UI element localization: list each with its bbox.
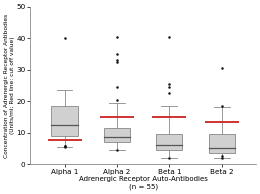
Bar bbox=[51, 106, 78, 136]
X-axis label: Adrenergic Receptor Auto-Antibodies
(n = 55): Adrenergic Receptor Auto-Antibodies (n =… bbox=[79, 176, 207, 190]
Y-axis label: Concentration of Adrenergic Receptor Antibodies
(Units/ml; Red line: cut off val: Concentration of Adrenergic Receptor Ant… bbox=[4, 13, 15, 158]
Bar bbox=[209, 134, 235, 153]
Bar bbox=[156, 134, 183, 150]
Bar bbox=[104, 128, 130, 142]
